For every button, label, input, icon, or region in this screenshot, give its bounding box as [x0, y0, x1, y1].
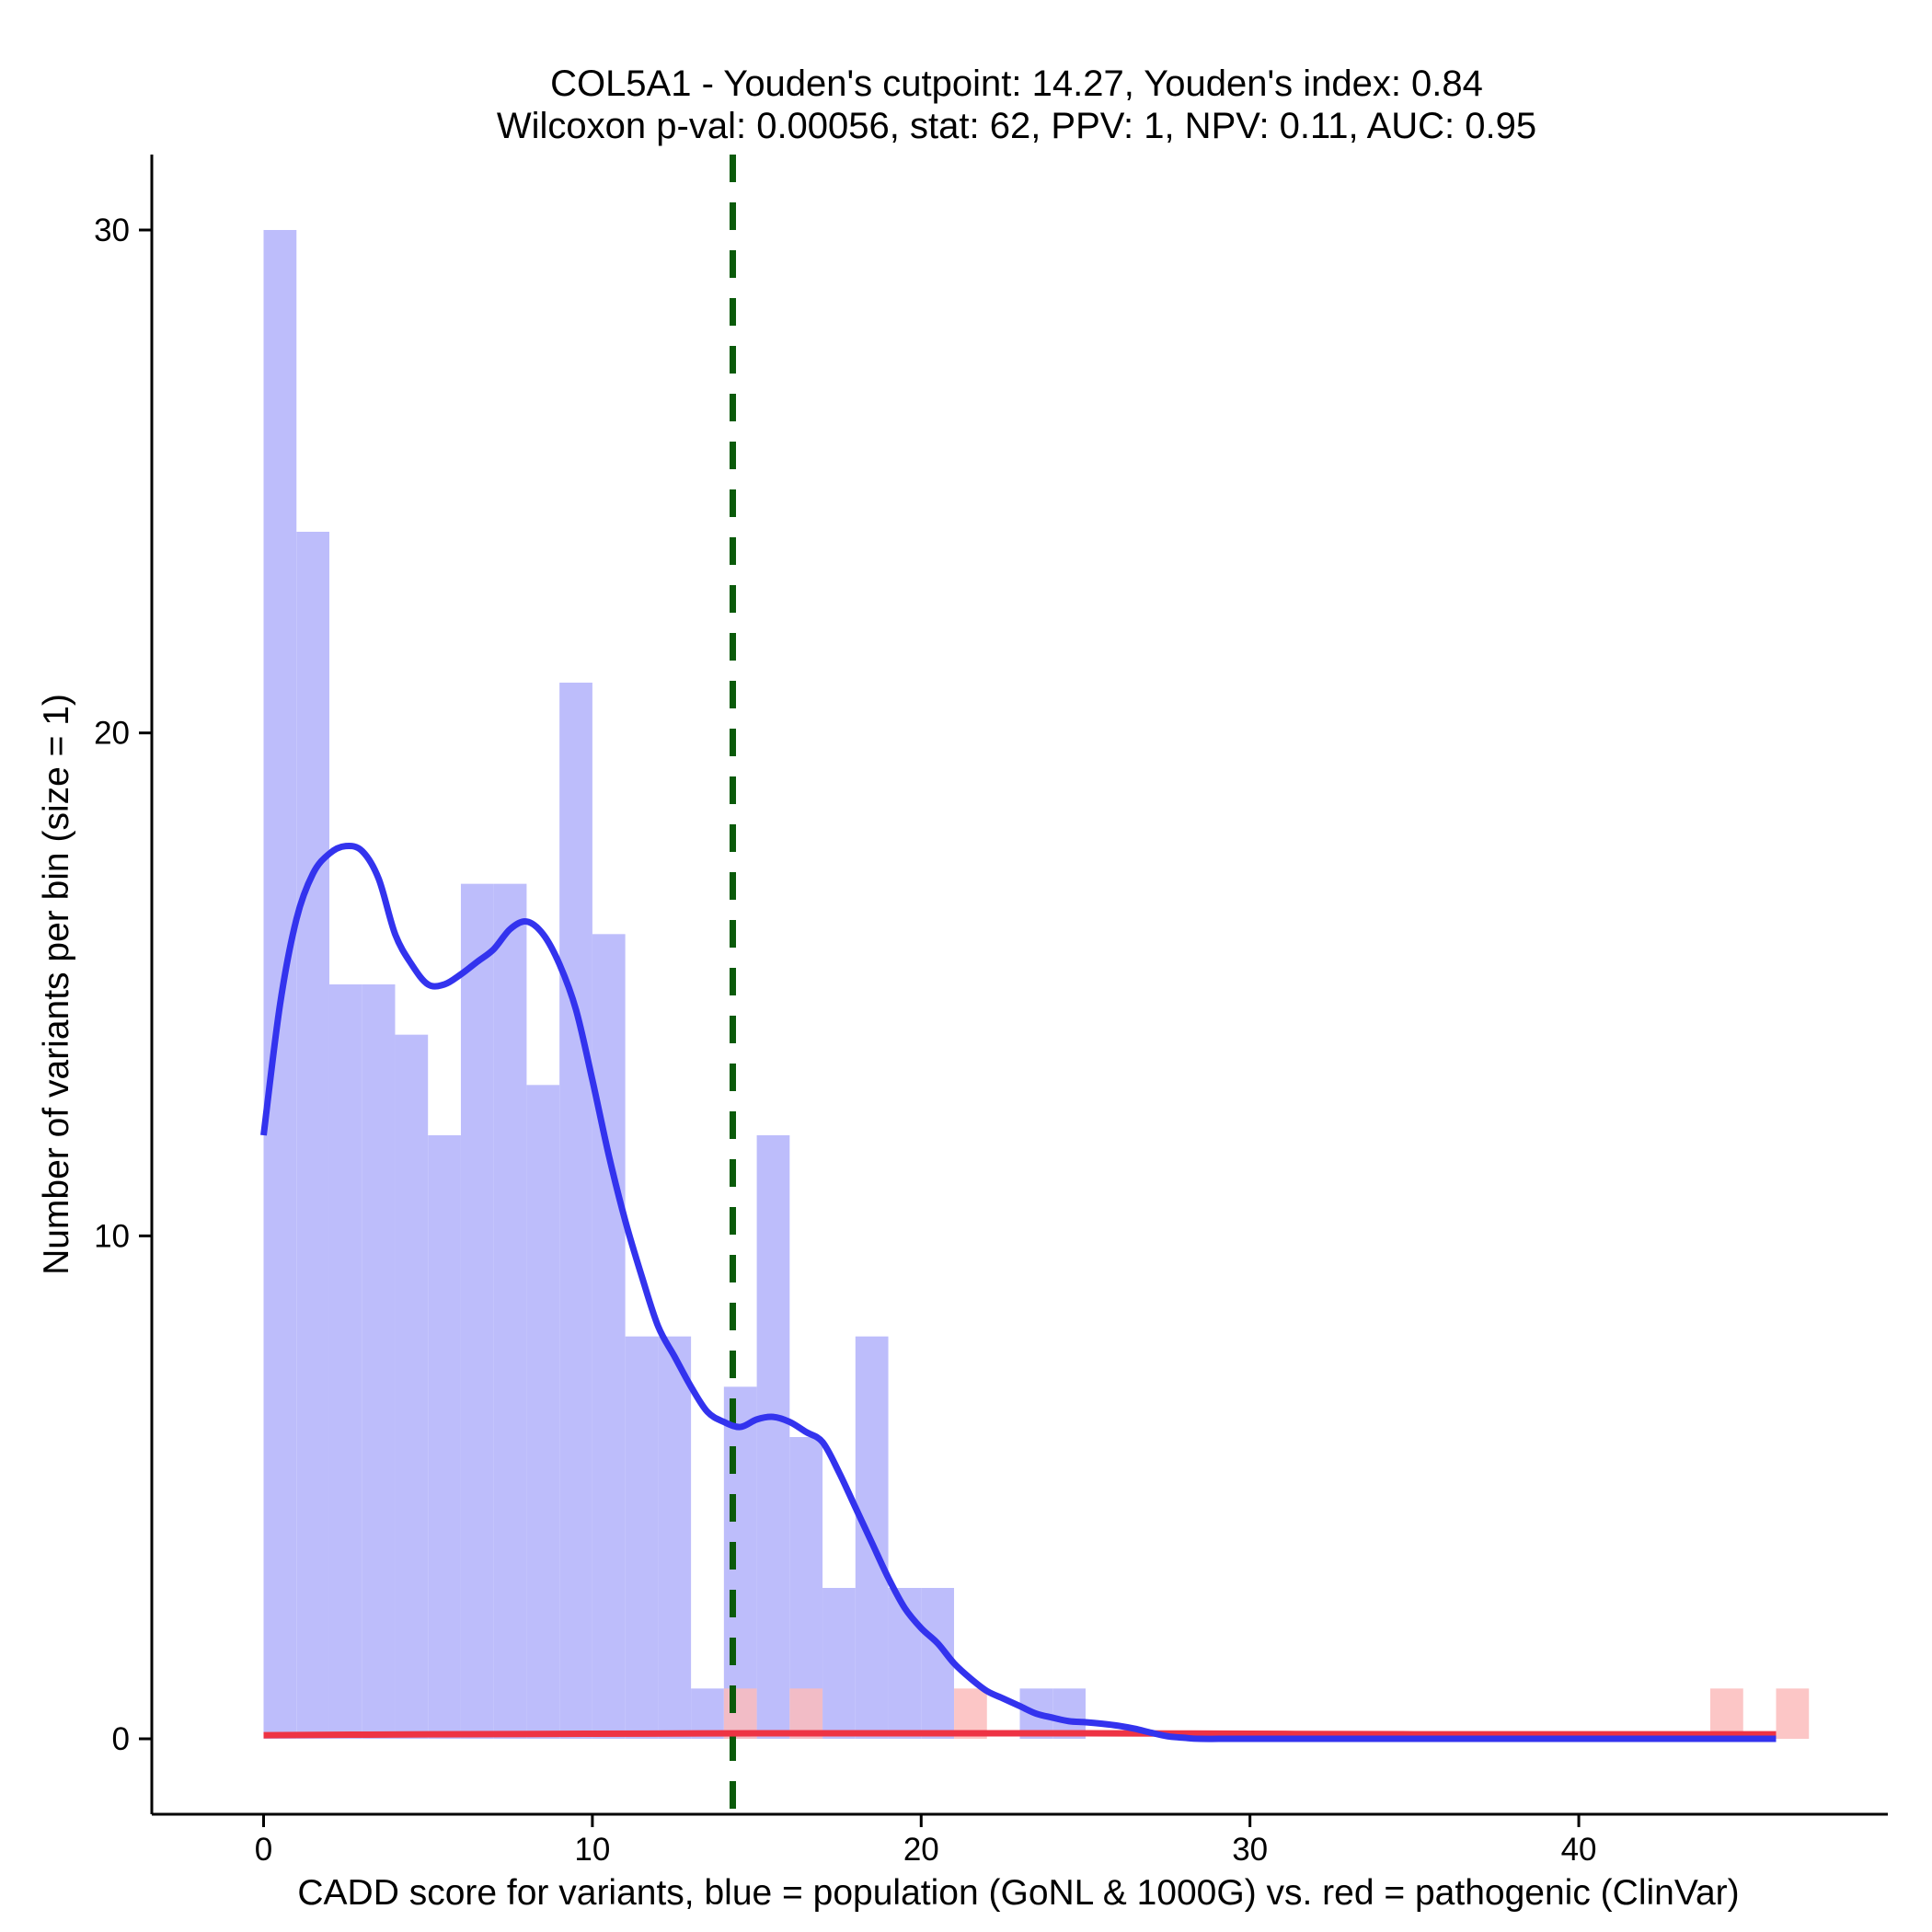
population-bar-11 [625, 1336, 659, 1739]
pathogenic-density-line [263, 1730, 1777, 1739]
population-bar-10 [592, 934, 626, 1739]
pathogenic-bar-3 [1710, 1688, 1743, 1739]
population-bar-4 [395, 1034, 429, 1739]
population-histogram [263, 230, 1086, 1739]
population-bar-12 [658, 1336, 692, 1739]
y-axis-ticks: 0 10 20 30 [94, 213, 152, 1757]
x-tick-label-30: 30 [1232, 1832, 1268, 1868]
population-density-line [260, 842, 1777, 1742]
population-bar-17 [822, 1588, 856, 1739]
y-axis-label: Number of variants per bin (size = 1) [37, 694, 76, 1275]
x-axis-label: CADD score for variants, blue = populati… [297, 1873, 1739, 1913]
population-bar-7 [493, 883, 527, 1739]
population-bar-9 [559, 683, 592, 1739]
y-tick-label-30: 30 [94, 213, 130, 248]
chart-title-line-1: COL5A1 - Youden's cutpoint: 14.27, Youde… [550, 63, 1483, 104]
population-bar-14 [723, 1386, 757, 1739]
axes [150, 155, 1888, 1816]
pathogenic-bar-4 [1776, 1688, 1810, 1739]
population-bar-2 [328, 984, 362, 1739]
population-bar-15 [756, 1135, 790, 1739]
x-tick-label-0: 0 [255, 1832, 272, 1868]
population-bar-20 [921, 1588, 955, 1739]
chart-title-line-2: Wilcoxon p-val: 0.00056, stat: 62, PPV: … [497, 106, 1536, 146]
population-bar-5 [428, 1135, 461, 1739]
y-tick-label-0: 0 [112, 1721, 130, 1757]
x-tick-label-40: 40 [1561, 1832, 1597, 1868]
y-tick-label-20: 20 [94, 716, 130, 752]
x-tick-label-10: 10 [574, 1832, 610, 1868]
population-bar-3 [362, 984, 396, 1739]
density-curves [260, 842, 1777, 1742]
y-tick-label-10: 10 [94, 1218, 130, 1254]
population-bar-1 [296, 532, 329, 1739]
population-bar-6 [460, 883, 494, 1739]
x-axis-ticks: 0 10 20 30 40 [255, 1814, 1597, 1868]
x-tick-label-20: 20 [903, 1832, 939, 1868]
population-bar-8 [526, 1085, 560, 1739]
